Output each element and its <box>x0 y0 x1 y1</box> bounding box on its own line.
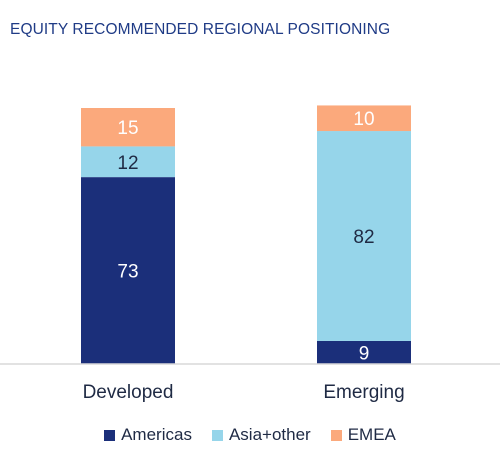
legend-label: Asia+other <box>228 425 311 444</box>
data-label-emerging-americas: 9 <box>359 343 370 364</box>
bar-segment-emerging-emea <box>317 105 411 132</box>
data-label-emerging-asia-other: 82 <box>353 227 374 248</box>
legend-swatch <box>330 429 342 441</box>
data-label-developed-emea: 15 <box>117 118 138 139</box>
legend: Americas Asia+other EMEA <box>0 423 500 447</box>
category-label-emerging: Emerging <box>323 382 404 403</box>
bars-layer <box>81 105 411 364</box>
labels-layer: 73 12 15 Developed 9 82 10 Emerging <box>83 109 405 403</box>
category-label-developed: Developed <box>83 382 174 403</box>
legend-item-americas: Americas <box>104 425 192 445</box>
bar-segment-emerging-americas <box>317 340 411 364</box>
legend-item-emea: EMEA <box>330 425 396 445</box>
bar-segment-emerging-asia-other <box>317 131 411 341</box>
bar-segment-developed-asia-other <box>81 146 175 178</box>
bar-segment-developed-emea <box>81 108 175 147</box>
legend-label: Americas <box>121 425 192 444</box>
legend-label: EMEA <box>347 425 396 444</box>
chart-title: EQUITY RECOMMENDED REGIONAL POSITIONING <box>10 21 391 38</box>
stacked-bar-chart: 73 12 15 Developed 9 82 10 Emerging <box>0 105 500 403</box>
data-label-emerging-emea: 10 <box>353 109 374 130</box>
legend-item-asia-other: Asia+other <box>211 425 311 445</box>
data-label-developed-americas: 73 <box>117 262 138 283</box>
legend-swatch <box>104 429 116 441</box>
data-label-developed-asia-other: 12 <box>117 153 138 174</box>
legend-swatch <box>211 429 223 441</box>
bar-segment-developed-americas <box>81 177 175 364</box>
